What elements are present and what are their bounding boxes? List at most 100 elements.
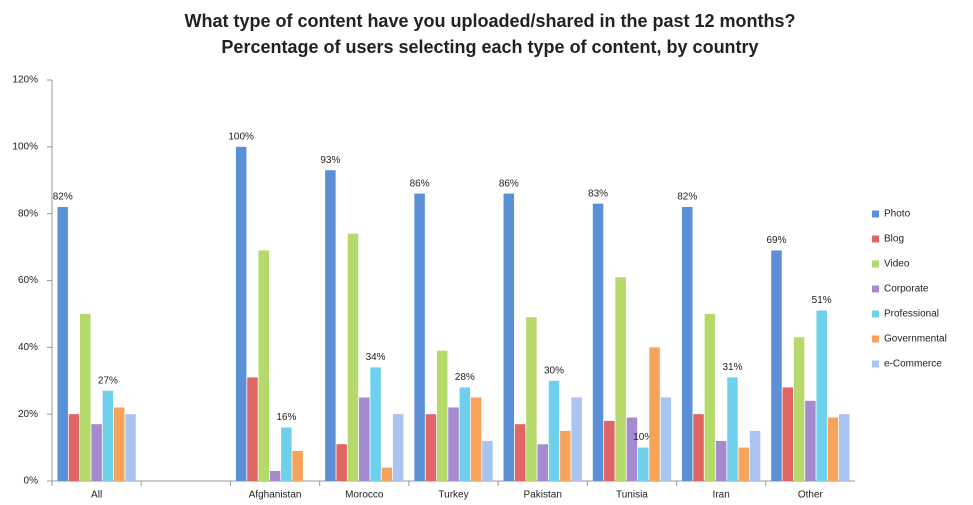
bar bbox=[649, 347, 660, 481]
bar bbox=[793, 337, 805, 481]
bar bbox=[592, 203, 604, 481]
legend-label: Governmental bbox=[884, 334, 947, 345]
y-tick-label: 80% bbox=[18, 208, 38, 219]
data-label: 83% bbox=[588, 188, 608, 199]
bar bbox=[258, 250, 270, 481]
y-tick-label: 100% bbox=[12, 141, 38, 152]
bar bbox=[448, 407, 459, 481]
data-label: 82% bbox=[677, 192, 697, 203]
bar bbox=[91, 424, 102, 481]
bar bbox=[514, 424, 526, 481]
bar bbox=[839, 414, 850, 481]
y-tick-label: 40% bbox=[18, 342, 38, 353]
bar bbox=[537, 444, 548, 481]
bar bbox=[571, 397, 582, 481]
bar bbox=[560, 430, 571, 481]
data-label: 51% bbox=[812, 295, 832, 306]
bar bbox=[381, 467, 393, 481]
data-label: 100% bbox=[228, 131, 254, 142]
bar bbox=[682, 206, 693, 481]
x-tick-label: Afghanistan bbox=[249, 490, 302, 501]
legend-swatch bbox=[872, 260, 879, 268]
bar bbox=[526, 317, 537, 481]
data-label: 69% bbox=[766, 235, 786, 246]
bar bbox=[336, 444, 347, 481]
y-tick-label: 60% bbox=[18, 275, 38, 286]
bar bbox=[392, 414, 404, 481]
bar bbox=[727, 377, 738, 481]
chart-subtitle: Percentage of users selecting each type … bbox=[221, 37, 758, 57]
bar bbox=[68, 414, 80, 481]
legend-swatch bbox=[872, 235, 879, 243]
legend-label: Photo bbox=[884, 209, 911, 220]
bar bbox=[292, 450, 303, 481]
data-label: 86% bbox=[499, 178, 519, 189]
data-label: 82% bbox=[53, 192, 73, 203]
y-tick-label: 120% bbox=[12, 75, 38, 86]
bar bbox=[771, 250, 782, 481]
legend-swatch bbox=[872, 360, 879, 368]
bar bbox=[805, 400, 816, 481]
bar bbox=[102, 390, 114, 481]
bar bbox=[626, 417, 638, 481]
bar bbox=[782, 387, 794, 481]
y-tick-label: 20% bbox=[18, 409, 38, 420]
bar bbox=[749, 430, 761, 481]
bar bbox=[235, 146, 247, 482]
bar bbox=[693, 414, 704, 481]
bar bbox=[604, 420, 615, 481]
data-label: 30% bbox=[544, 365, 564, 376]
legend-label: Corporate bbox=[884, 284, 929, 295]
bar bbox=[113, 407, 125, 481]
bar bbox=[57, 206, 68, 481]
legend-label: Professional bbox=[884, 309, 939, 320]
data-label: 27% bbox=[98, 375, 118, 386]
legend-swatch bbox=[872, 335, 879, 343]
bar bbox=[827, 417, 839, 481]
legend-label: Video bbox=[884, 259, 910, 270]
x-tick-label: Morocco bbox=[345, 490, 384, 501]
bar bbox=[281, 427, 292, 481]
bar bbox=[704, 313, 716, 481]
bar bbox=[503, 193, 515, 481]
x-tick-label: Pakistan bbox=[524, 490, 562, 501]
bar bbox=[637, 447, 649, 481]
bar bbox=[125, 414, 136, 481]
data-label: 10% bbox=[633, 432, 653, 443]
data-label: 16% bbox=[276, 412, 296, 423]
y-tick-label: 0% bbox=[24, 476, 39, 487]
bar bbox=[660, 397, 672, 481]
bar bbox=[738, 447, 750, 481]
legend-swatch bbox=[872, 310, 879, 318]
legend-label: Blog bbox=[884, 234, 904, 245]
bar bbox=[414, 193, 425, 481]
x-tick-label: Turkey bbox=[438, 490, 468, 501]
bar bbox=[425, 414, 437, 481]
data-label: 31% bbox=[722, 362, 742, 373]
data-label: 93% bbox=[320, 155, 340, 166]
x-tick-label: Tunisia bbox=[616, 490, 648, 501]
bar bbox=[459, 387, 471, 481]
bar bbox=[347, 233, 359, 481]
legend-swatch bbox=[872, 285, 879, 293]
bar bbox=[470, 397, 482, 481]
bar bbox=[548, 380, 560, 481]
bar bbox=[615, 277, 626, 481]
bar bbox=[715, 440, 727, 481]
data-label: 28% bbox=[455, 372, 475, 383]
legend-label: e-Commerce bbox=[884, 359, 942, 370]
bar bbox=[325, 170, 336, 481]
legend-swatch bbox=[872, 210, 879, 218]
bar bbox=[359, 397, 370, 481]
x-tick-label: Other bbox=[798, 490, 824, 501]
bar bbox=[816, 310, 827, 481]
bar bbox=[436, 350, 448, 481]
bar bbox=[370, 367, 381, 481]
bar bbox=[80, 313, 91, 481]
bar bbox=[482, 440, 493, 481]
x-tick-label: All bbox=[91, 490, 102, 501]
chart-title: What type of content have you uploaded/s… bbox=[184, 11, 795, 31]
data-label: 34% bbox=[366, 352, 386, 363]
bar bbox=[247, 377, 258, 481]
